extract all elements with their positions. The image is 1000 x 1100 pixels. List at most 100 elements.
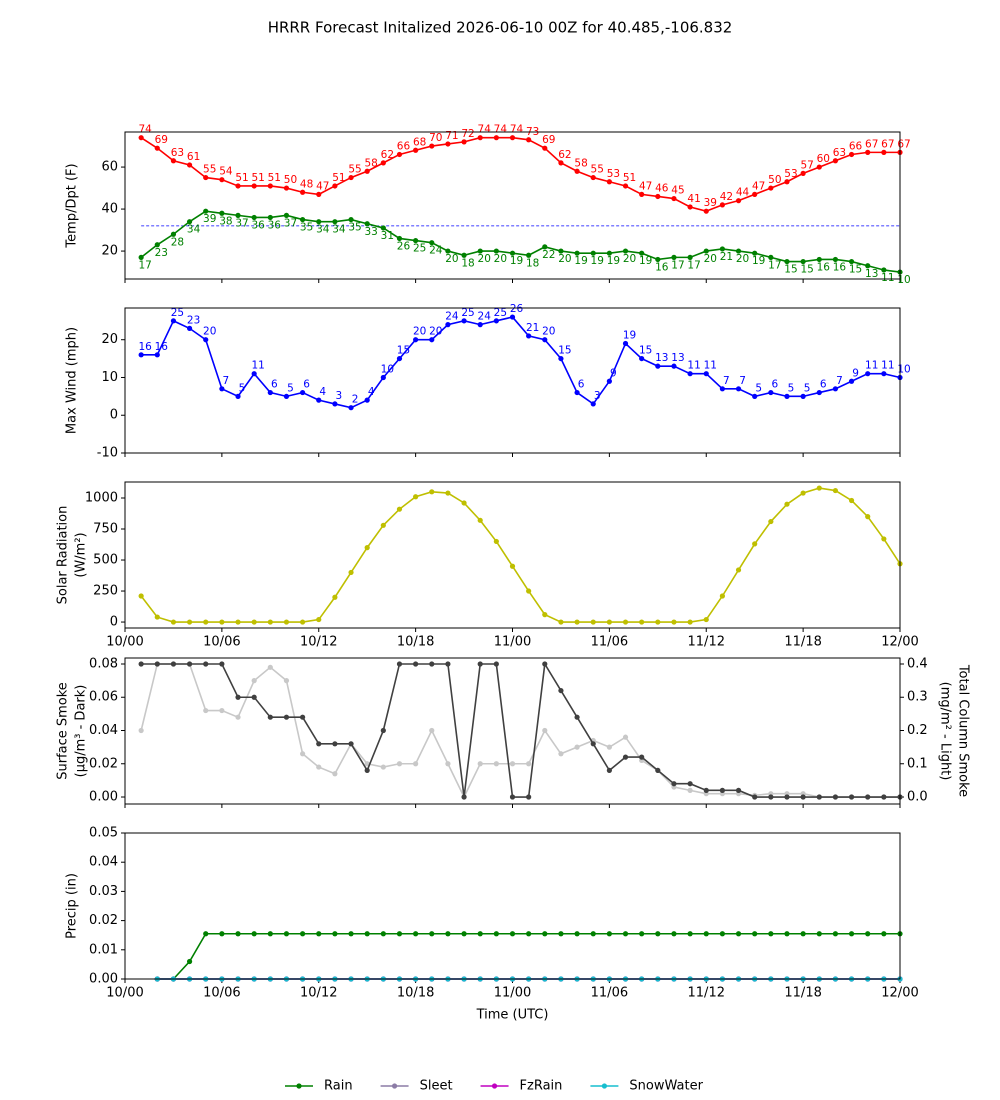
data-point	[832, 256, 839, 263]
data-point	[558, 687, 564, 694]
data-label: 44	[736, 187, 750, 199]
data-label: 5	[287, 382, 294, 394]
data-label: 67	[897, 138, 910, 150]
data-point	[219, 931, 225, 937]
series-line	[141, 316, 901, 409]
data-point	[138, 254, 144, 260]
plot-frame	[124, 657, 901, 805]
y2-tick-label: 0.4	[907, 656, 928, 671]
data-point	[590, 619, 596, 625]
data-point	[413, 931, 419, 937]
data-label: 5	[239, 382, 246, 394]
x-tick-label: 11/00	[494, 986, 531, 1001]
data-point	[655, 256, 661, 263]
data-point	[542, 931, 548, 937]
data-point	[300, 931, 306, 937]
x-tick-label: 12/00	[881, 986, 918, 1001]
data-label: 11	[881, 360, 894, 372]
data-point	[364, 221, 370, 227]
data-point	[170, 158, 177, 164]
data-point	[865, 514, 871, 520]
data-point	[267, 931, 273, 937]
data-label: 45	[671, 185, 684, 197]
data-point	[413, 494, 419, 500]
y-tick-label: 0.00	[89, 972, 118, 987]
data-point	[881, 371, 887, 377]
y-tick-label: 500	[93, 553, 118, 568]
data-point	[606, 931, 612, 937]
data-point	[493, 135, 499, 141]
data-point	[267, 214, 273, 221]
y-tick-label: 0.02	[89, 913, 118, 928]
data-point	[800, 490, 806, 496]
data-point	[558, 751, 564, 757]
data-label: 72	[461, 128, 474, 140]
data-point	[461, 500, 467, 506]
data-point	[606, 250, 612, 256]
data-point	[138, 727, 144, 734]
data-point	[752, 794, 758, 800]
data-point	[267, 619, 273, 625]
data-point	[703, 787, 709, 793]
data-label: 51	[268, 172, 281, 184]
data-point	[477, 135, 483, 141]
data-point	[235, 714, 241, 720]
data-point	[493, 761, 499, 767]
data-point	[687, 781, 693, 787]
data-label: 62	[381, 149, 394, 161]
data-label: 57	[800, 159, 813, 171]
data-point	[186, 661, 193, 667]
data-point	[848, 378, 855, 384]
chart-title: HRRR Forecast Initalized 2026-06-10 00Z …	[268, 19, 733, 37]
data-label: 34	[316, 224, 330, 236]
data-point	[477, 517, 483, 523]
data-label: 47	[316, 180, 329, 192]
data-point	[203, 174, 209, 181]
data-point	[509, 931, 516, 937]
data-point	[735, 198, 742, 204]
data-point	[655, 193, 661, 200]
data-label: 25	[494, 307, 507, 319]
plot-frame	[124, 131, 901, 280]
data-point	[752, 541, 758, 547]
y-tick-label: 750	[93, 522, 118, 537]
data-point	[526, 137, 532, 143]
data-label: 16	[655, 261, 669, 273]
data-label: 15	[849, 264, 862, 276]
data-point	[493, 248, 499, 254]
data-label: 5	[804, 382, 811, 394]
data-point	[590, 741, 596, 747]
data-label: 38	[219, 215, 232, 227]
data-point	[671, 619, 677, 625]
data-point	[138, 661, 144, 667]
data-point	[493, 318, 499, 324]
data-point	[235, 694, 241, 700]
data-point	[477, 761, 483, 767]
data-point	[542, 244, 548, 250]
data-label: 35	[348, 222, 361, 234]
data-point	[865, 149, 871, 155]
data-label: 17	[671, 259, 684, 271]
data-label: 19	[623, 329, 636, 341]
data-label: 62	[558, 149, 571, 161]
series-line	[140, 136, 900, 213]
data-label: 66	[849, 140, 863, 152]
data-point	[526, 252, 532, 258]
data-label: 17	[687, 259, 700, 271]
data-label: 74	[510, 124, 524, 136]
data-point	[235, 183, 241, 189]
data-point	[832, 386, 839, 392]
data-point	[816, 485, 822, 491]
data-label: 20	[542, 326, 555, 338]
data-point	[364, 767, 370, 774]
data-label: 10	[897, 363, 910, 375]
data-label: 15	[397, 345, 410, 357]
data-label: 7	[723, 375, 730, 387]
data-point	[719, 386, 725, 392]
data-point	[283, 185, 290, 191]
data-point	[639, 250, 645, 256]
y-tick-label: 0.06	[89, 690, 118, 705]
data-point	[542, 337, 548, 343]
data-point	[348, 741, 354, 747]
data-label: 20	[558, 253, 571, 265]
